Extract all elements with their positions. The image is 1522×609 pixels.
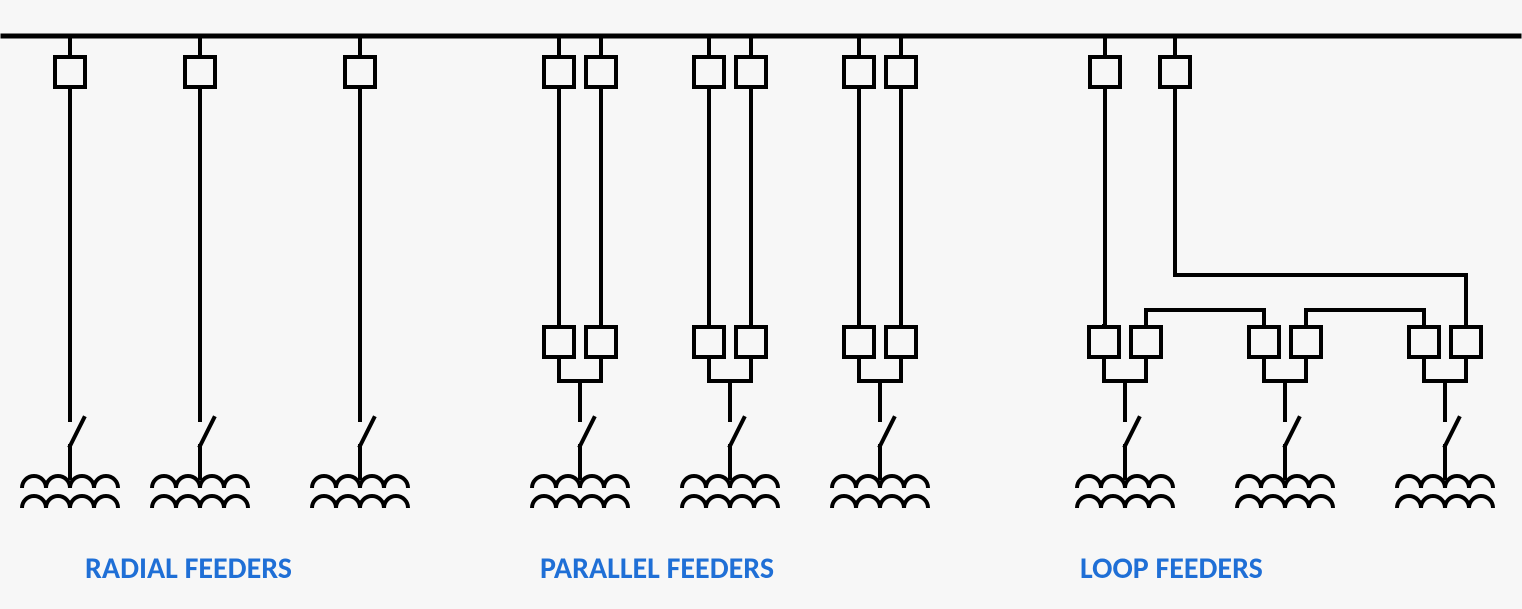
label-parallel-feeders: PARALLEL FEEDERS bbox=[540, 550, 774, 587]
diagram-svg bbox=[0, 0, 1522, 609]
label-loop-feeders: LOOP FEEDERS bbox=[1080, 550, 1263, 587]
label-radial-feeders: RADIAL FEEDERS bbox=[85, 550, 292, 587]
diagram-canvas: RADIAL FEEDERS PARALLEL FEEDERS LOOP FEE… bbox=[0, 0, 1522, 609]
